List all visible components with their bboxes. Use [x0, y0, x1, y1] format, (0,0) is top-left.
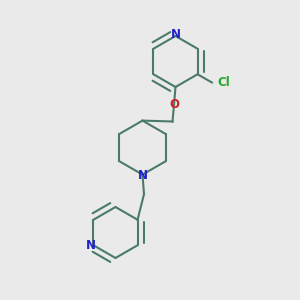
Text: N: N: [86, 239, 96, 252]
Text: N: N: [170, 28, 181, 41]
Text: Cl: Cl: [217, 76, 230, 89]
Text: O: O: [169, 98, 179, 112]
Text: N: N: [137, 169, 148, 182]
